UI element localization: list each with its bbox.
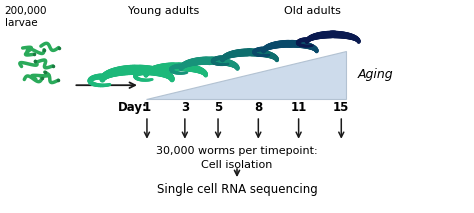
Text: Day:: Day: (118, 101, 148, 114)
Text: 5: 5 (214, 101, 222, 114)
Text: 8: 8 (254, 101, 263, 114)
Text: Aging: Aging (358, 68, 393, 82)
Text: 3: 3 (181, 101, 189, 114)
Text: 15: 15 (333, 101, 349, 114)
Text: 1: 1 (143, 101, 151, 114)
Text: 30,000 worms per timepoint:: 30,000 worms per timepoint: (156, 146, 318, 156)
Polygon shape (146, 51, 346, 99)
Text: 11: 11 (291, 101, 307, 114)
Text: Old adults: Old adults (284, 6, 341, 16)
Text: Single cell RNA sequencing: Single cell RNA sequencing (156, 183, 318, 196)
Text: 200,000
larvae: 200,000 larvae (5, 6, 47, 28)
Text: Cell isolation: Cell isolation (201, 160, 273, 170)
Text: Young adults: Young adults (128, 6, 199, 16)
